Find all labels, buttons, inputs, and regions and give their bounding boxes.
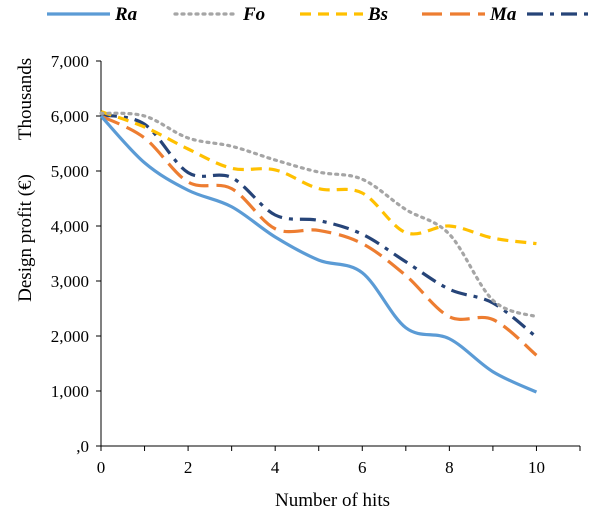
y-tick-label: 4,000 <box>51 217 89 236</box>
x-tick-label: 6 <box>358 458 367 477</box>
legend-label-fo: Fo <box>242 4 265 25</box>
series-line-fo <box>99 111 539 319</box>
series-line-ma <box>100 114 538 357</box>
y-axis-title: Design profit (€) <box>15 174 36 302</box>
legend-label-ra: Ra <box>114 4 138 25</box>
x-tick-label: 4 <box>271 458 280 477</box>
y-unit-label: Thousands <box>15 58 36 140</box>
y-axis: ,0 1,000 2,000 3,000 4,000 5,000 6,000 7,000 <box>51 52 102 456</box>
series-line-ra <box>99 114 538 394</box>
x-tick-label: 2 <box>184 458 193 477</box>
x-tick-label: 10 <box>528 458 545 477</box>
y-tick-label: ,0 <box>76 437 89 456</box>
y-tick-label: 6,000 <box>51 107 89 126</box>
y-tick-label: 2,000 <box>51 327 89 346</box>
legend-label-bs: Bs <box>367 4 388 25</box>
x-axis-title: Number of hits <box>275 490 390 511</box>
y-tick-label: 1,000 <box>51 382 89 401</box>
x-axis: 0 2 4 6 8 10 <box>97 445 581 477</box>
series-layer <box>99 110 539 394</box>
legend-label-ma: Ma <box>489 4 517 25</box>
y-tick-label: 7,000 <box>51 52 89 71</box>
x-tick-label: 8 <box>445 458 454 477</box>
series-line-bs <box>100 110 537 246</box>
series-line-ce <box>100 113 538 339</box>
y-tick-label: 5,000 <box>51 162 89 181</box>
y-tick-label: 3,000 <box>51 272 89 291</box>
x-tick-label: 0 <box>97 458 106 477</box>
legend: RaFoBsMaCe <box>47 4 590 25</box>
